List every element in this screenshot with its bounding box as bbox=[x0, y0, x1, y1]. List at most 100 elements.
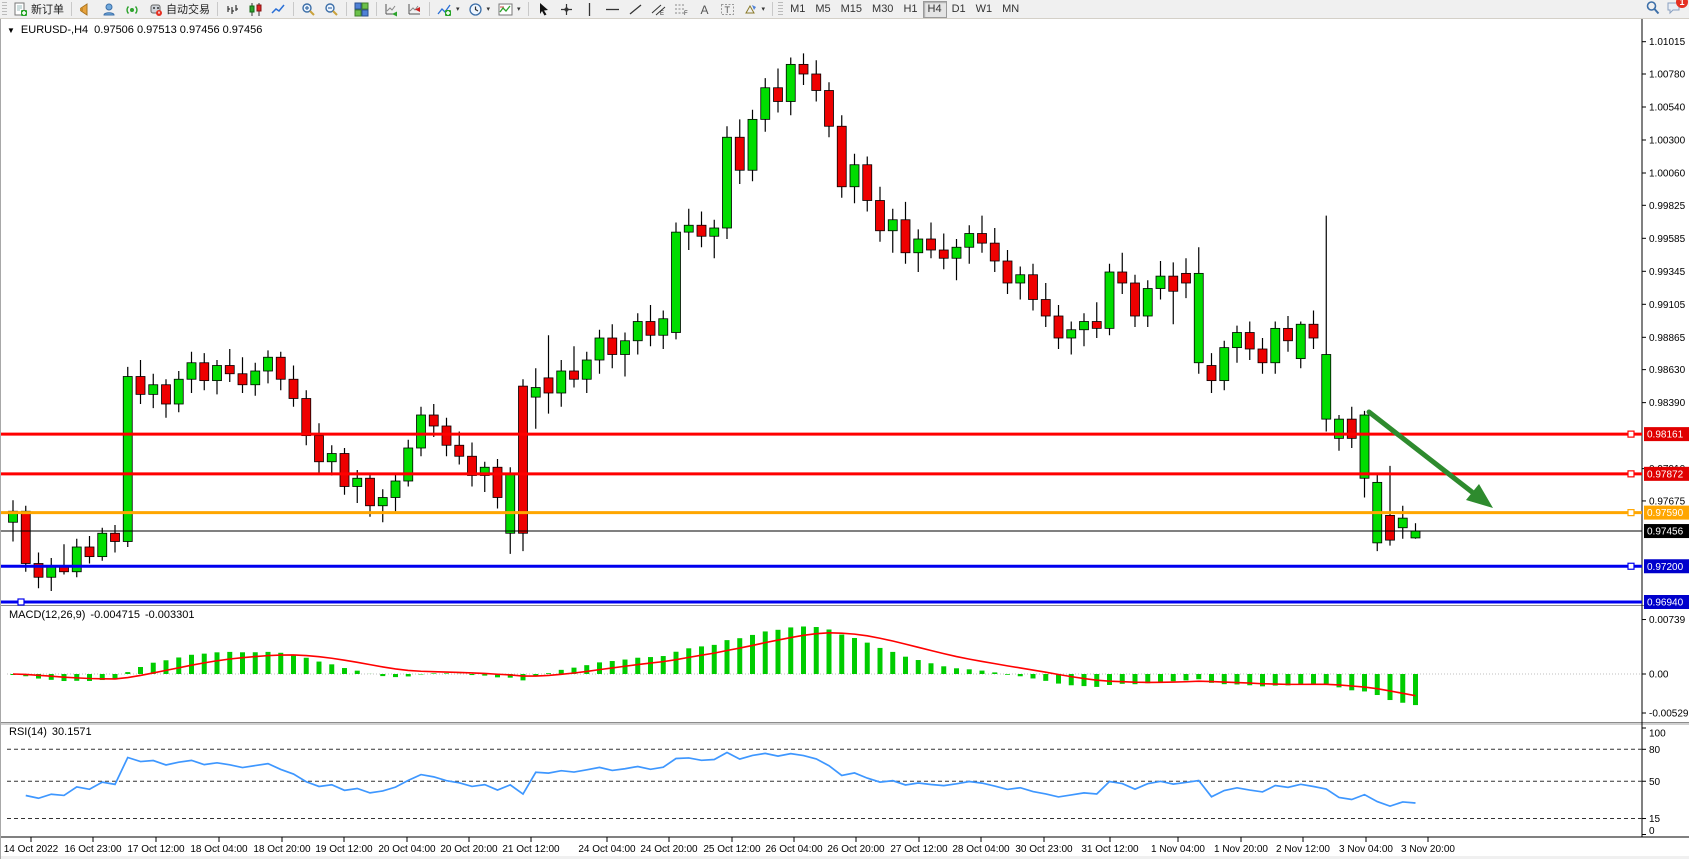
macd-histogram-bar bbox=[265, 651, 271, 674]
candle-body bbox=[581, 359, 592, 380]
macd-histogram-bar bbox=[405, 674, 411, 677]
candle-body bbox=[224, 365, 235, 375]
timeframe-button-mn[interactable]: MN bbox=[1002, 3, 1020, 15]
candlestick-chart-button[interactable] bbox=[244, 0, 267, 18]
candle-body bbox=[518, 385, 528, 534]
candle-body bbox=[237, 373, 248, 386]
timeframe-button-d1[interactable]: D1 bbox=[951, 3, 966, 15]
candle-body bbox=[301, 398, 312, 437]
macd-signal-value: -0.003301 bbox=[144, 609, 195, 621]
timeframe-button-m30[interactable]: M30 bbox=[872, 3, 894, 15]
macd-main-value: -0.004715 bbox=[90, 609, 140, 621]
cursor-icon bbox=[536, 2, 551, 17]
zoom-out-button[interactable] bbox=[320, 0, 343, 18]
candle-body bbox=[135, 376, 146, 395]
time-axis[interactable]: 14 Oct 2022 16 Oct 23:00 17 Oct 12:00 18 Oc… bbox=[4, 837, 1456, 855]
macd-histogram-bar bbox=[112, 674, 118, 680]
candle-body bbox=[1257, 348, 1268, 364]
timeframe-button-m5[interactable]: M5 bbox=[815, 3, 831, 15]
macd-histogram-bar bbox=[558, 669, 564, 674]
rsi-value: 30.1571 bbox=[51, 726, 92, 738]
candle-body bbox=[1015, 274, 1026, 284]
macd-histogram-bar bbox=[686, 648, 692, 674]
candle-body bbox=[46, 565, 57, 578]
macd-histogram-bar bbox=[1183, 674, 1189, 681]
macd-histogram-bar bbox=[1081, 674, 1087, 687]
candle-body bbox=[1002, 260, 1013, 284]
tile-windows-icon bbox=[354, 2, 369, 17]
market-alert-button[interactable] bbox=[75, 0, 98, 18]
candle-body bbox=[1283, 327, 1293, 342]
macd-histogram-bar bbox=[966, 669, 972, 674]
text-button[interactable]: A bbox=[693, 0, 716, 18]
macd-histogram-bar bbox=[877, 647, 883, 674]
line-chart-button[interactable] bbox=[267, 0, 290, 18]
svg-text:0.98865: 0.98865 bbox=[1649, 333, 1686, 344]
zoom-in-button[interactable] bbox=[297, 0, 320, 18]
trendline-button[interactable] bbox=[624, 0, 647, 18]
signals-button[interactable] bbox=[98, 0, 121, 18]
candle-body bbox=[811, 73, 822, 91]
timeframe-button-m1[interactable]: M1 bbox=[790, 3, 806, 15]
macd-histogram-bar bbox=[941, 666, 947, 674]
macd-histogram-bar bbox=[227, 651, 233, 674]
horizontal-line-button[interactable] bbox=[601, 0, 624, 18]
arrows-button[interactable]: ▾ bbox=[739, 0, 770, 18]
macd-histogram-bar bbox=[1336, 674, 1342, 688]
candle-body bbox=[339, 453, 350, 487]
svg-text:26 Oct 20:00: 26 Oct 20:00 bbox=[827, 844, 885, 855]
signals-icon bbox=[102, 2, 117, 17]
search-icon[interactable] bbox=[1645, 0, 1660, 18]
candle-body bbox=[479, 466, 490, 476]
one-click-trading-arrow[interactable]: ▼ bbox=[7, 25, 15, 35]
macd-histogram-bar bbox=[1209, 674, 1214, 683]
candle-body bbox=[645, 321, 656, 336]
notifications-button[interactable]: 1 bbox=[1666, 0, 1688, 18]
candle-chart-icon bbox=[248, 2, 263, 17]
fibonacci-button[interactable]: F bbox=[670, 0, 693, 18]
periods-button[interactable]: ▾ bbox=[464, 0, 495, 18]
cursor-button[interactable] bbox=[532, 0, 555, 18]
candle-body bbox=[454, 444, 465, 457]
candle-body bbox=[1206, 365, 1217, 382]
svg-text:100: 100 bbox=[1649, 729, 1666, 740]
chevron-down-icon: ▾ bbox=[517, 6, 521, 13]
timeframe-button-w1[interactable]: W1 bbox=[975, 3, 993, 15]
macd-histogram-bar bbox=[660, 656, 666, 674]
macd-histogram-bar bbox=[393, 674, 398, 678]
svg-text:0.99105: 0.99105 bbox=[1649, 300, 1686, 311]
news-broadcast-button[interactable] bbox=[121, 0, 144, 18]
auto-scroll-button[interactable] bbox=[380, 0, 403, 18]
tile-windows-button[interactable] bbox=[350, 0, 373, 18]
candle-body bbox=[607, 337, 618, 355]
vertical-line-button[interactable] bbox=[578, 0, 601, 18]
price-badge bbox=[1644, 524, 1689, 539]
chart-area[interactable]: 1.01015 1.00780 1.00540 1.00300 1.00060 0.998… bbox=[1, 19, 1689, 859]
price-badge-label: 0.96940 bbox=[1647, 598, 1684, 609]
equidistant-channel-button[interactable]: E bbox=[647, 0, 670, 18]
text-label-button[interactable]: T bbox=[716, 0, 739, 18]
crosshair-button[interactable] bbox=[555, 0, 578, 18]
timeframe-button-m15[interactable]: M15 bbox=[840, 3, 863, 15]
candle-body bbox=[913, 238, 924, 254]
timeframe-button-h4[interactable]: H4 bbox=[922, 0, 947, 18]
candle-body bbox=[951, 246, 962, 259]
candlesticks bbox=[8, 53, 1421, 591]
chart-window[interactable]: 1.01015 1.00780 1.00540 1.00300 1.00060 0.998… bbox=[0, 18, 1689, 859]
candle-body bbox=[148, 384, 159, 395]
svg-text:1.00540: 1.00540 bbox=[1649, 103, 1686, 114]
indicators-button[interactable]: ▾ bbox=[433, 0, 464, 18]
trend-arrow-annotation[interactable] bbox=[1366, 409, 1493, 508]
price-levels[interactable]: 0.98161 0.97872 0.97590 0.97456 0.97200 0.969… bbox=[1, 427, 1689, 609]
price-badge-label: 0.97590 bbox=[1647, 508, 1684, 519]
templates-button[interactable]: ▾ bbox=[494, 0, 525, 18]
bar-chart-button[interactable] bbox=[221, 0, 244, 18]
level-anchor bbox=[1627, 470, 1635, 478]
macd-histogram-bar bbox=[788, 627, 794, 674]
timeframe-button-h1[interactable]: H1 bbox=[903, 3, 918, 15]
autotrading-button[interactable]: 自动交易 bbox=[144, 0, 214, 18]
candle-body bbox=[1397, 517, 1408, 529]
chart-shift-button[interactable] bbox=[403, 0, 426, 18]
new-order-button[interactable]: 新订单 bbox=[9, 0, 68, 18]
